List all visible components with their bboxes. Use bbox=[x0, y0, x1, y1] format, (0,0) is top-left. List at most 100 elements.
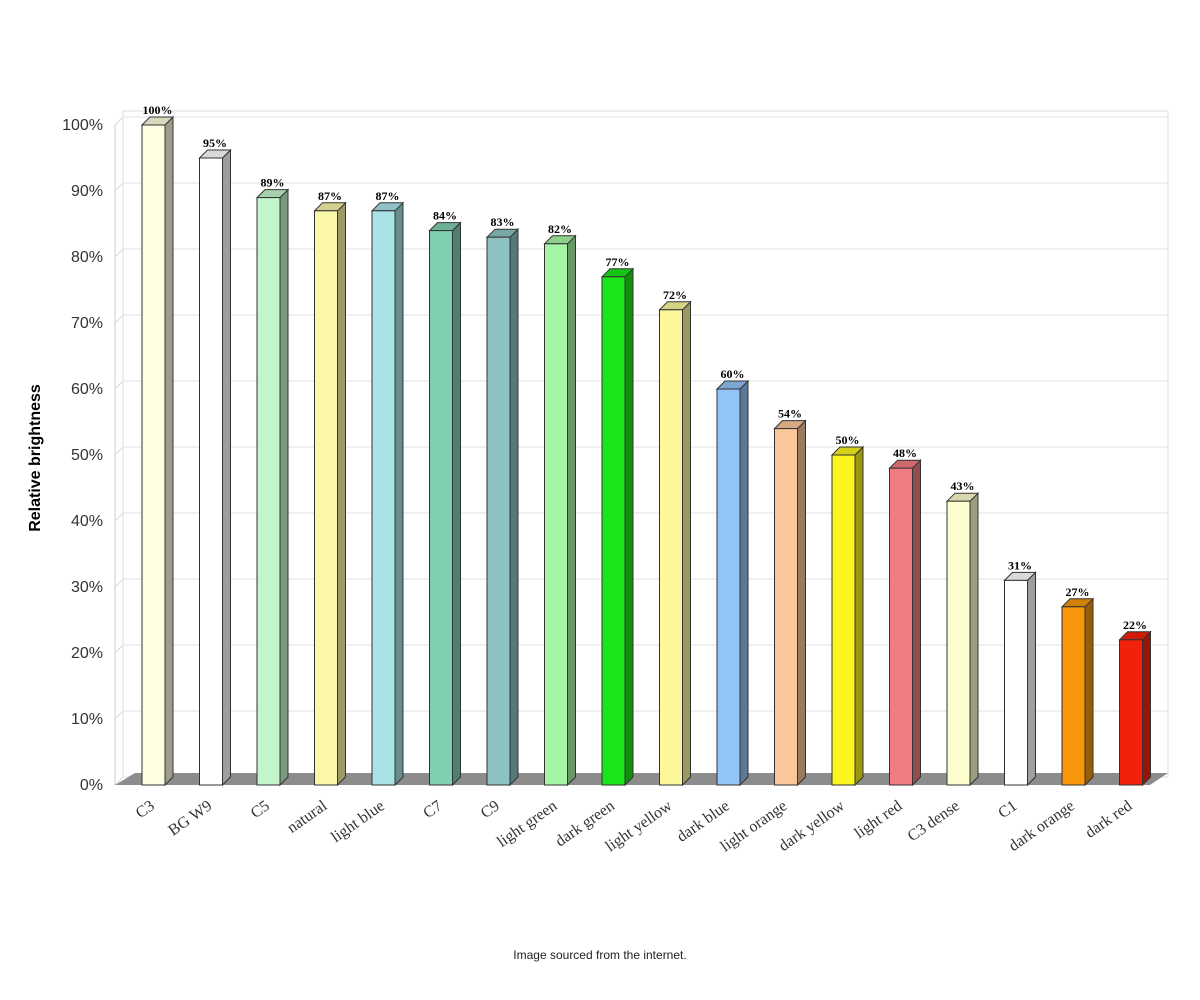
data-label: 27% bbox=[1066, 585, 1090, 599]
data-label: 100% bbox=[143, 103, 173, 117]
gridline-depth bbox=[114, 512, 124, 522]
y-tick-labels: 0% 10% 20% 30% 40% 50% 60% 70% 80% 90% 100% bbox=[62, 117, 103, 794]
bar bbox=[600, 267, 635, 787]
y-tick-label: 80% bbox=[71, 249, 103, 266]
source-note: Image sourced from the internet. bbox=[513, 948, 687, 962]
y-tick-label: 20% bbox=[71, 645, 103, 662]
bar bbox=[1003, 571, 1037, 787]
data-label: 89% bbox=[261, 176, 285, 190]
bar-side bbox=[682, 300, 691, 787]
gridline-depth bbox=[114, 380, 124, 390]
bar-front bbox=[371, 210, 396, 786]
gridline-depth bbox=[114, 314, 124, 324]
gridline-depth bbox=[114, 182, 124, 192]
gridline-depth bbox=[114, 446, 124, 456]
gridline-depth bbox=[114, 578, 124, 588]
bar-front bbox=[946, 500, 971, 786]
y-tick-label: 50% bbox=[71, 447, 103, 464]
data-label: 72% bbox=[663, 288, 687, 302]
data-label: 87% bbox=[318, 189, 342, 203]
data-labels: 100% 95% 89% 87% 87% 84% 83% 82% 77% 72% 60% 54% 50%… bbox=[143, 103, 1148, 632]
bar-side bbox=[912, 458, 921, 787]
data-label: 50% bbox=[836, 433, 860, 447]
data-label: 83% bbox=[491, 215, 515, 229]
x-category-label: C3 dense bbox=[905, 797, 963, 845]
bar-front bbox=[659, 309, 683, 786]
bar-front bbox=[199, 157, 223, 786]
y-tick-label: 60% bbox=[71, 381, 103, 398]
data-label: 60% bbox=[721, 367, 745, 381]
x-category-label: dark orange bbox=[1006, 797, 1078, 854]
bar bbox=[428, 221, 462, 787]
y-tick-label: 40% bbox=[71, 513, 103, 530]
bar-front bbox=[1119, 639, 1143, 786]
bar-side bbox=[854, 445, 864, 787]
x-category-label: dark yellow bbox=[776, 797, 848, 855]
bar bbox=[1060, 597, 1095, 787]
bar bbox=[1118, 630, 1152, 787]
bar-side bbox=[337, 201, 346, 787]
bar-side bbox=[567, 234, 576, 787]
bar-front bbox=[601, 276, 626, 786]
bar bbox=[140, 115, 175, 787]
x-category-label: natural bbox=[284, 797, 331, 837]
data-label: 31% bbox=[1008, 558, 1032, 572]
bar bbox=[313, 201, 347, 787]
bar-front bbox=[141, 124, 166, 786]
x-category-label: light blue bbox=[328, 797, 388, 846]
y-axis-label: Relative brightness bbox=[27, 384, 44, 532]
data-label: 48% bbox=[893, 446, 917, 460]
bar-front bbox=[831, 454, 856, 786]
bar-side bbox=[509, 227, 519, 787]
gridline-depth bbox=[114, 710, 124, 720]
bar-front bbox=[889, 467, 913, 786]
x-category-label: dark red bbox=[1082, 797, 1135, 841]
bar-front bbox=[1061, 606, 1086, 786]
bar-front bbox=[429, 230, 453, 786]
bar-side bbox=[624, 267, 634, 787]
x-category-label: C9 bbox=[478, 797, 503, 822]
x-category-label: light green bbox=[494, 797, 560, 850]
bar-side bbox=[969, 491, 979, 787]
bar bbox=[255, 188, 290, 787]
bar-front bbox=[716, 388, 741, 786]
x-category-label: C1 bbox=[995, 797, 1020, 822]
bar bbox=[945, 491, 980, 787]
data-label: 95% bbox=[203, 136, 227, 150]
data-label: 87% bbox=[376, 189, 400, 203]
y-tick-label: 100% bbox=[62, 117, 103, 134]
data-label: 82% bbox=[548, 222, 572, 236]
gridline-depth bbox=[114, 248, 124, 258]
bar bbox=[773, 419, 807, 787]
x-category-label: C5 bbox=[248, 797, 273, 822]
bar bbox=[888, 458, 922, 787]
bar bbox=[658, 300, 692, 787]
data-label: 77% bbox=[606, 255, 630, 269]
gridline-depth bbox=[114, 644, 124, 654]
bar bbox=[830, 445, 865, 787]
bar-side bbox=[739, 379, 749, 787]
bar-side bbox=[1142, 630, 1151, 787]
bar-front bbox=[314, 210, 338, 786]
bar bbox=[715, 379, 750, 787]
data-label: 84% bbox=[433, 209, 457, 223]
bar-front bbox=[1004, 579, 1028, 786]
bar bbox=[485, 227, 520, 787]
x-category-label: C3 bbox=[133, 797, 158, 822]
x-category-label: BG W9 bbox=[165, 797, 215, 839]
bar-side bbox=[1084, 597, 1094, 787]
y-tick-label: 70% bbox=[71, 315, 103, 332]
bar-front bbox=[256, 197, 281, 786]
bar-side bbox=[279, 188, 289, 787]
x-category-label: light red bbox=[852, 797, 906, 842]
bar-side bbox=[394, 201, 404, 787]
bar-front bbox=[544, 243, 568, 786]
data-label: 43% bbox=[951, 479, 975, 493]
bar-side bbox=[222, 148, 231, 787]
bars bbox=[140, 115, 1152, 787]
bar-side bbox=[797, 419, 806, 787]
bar-front bbox=[774, 428, 798, 786]
y-tick-label: 10% bbox=[71, 711, 103, 728]
y-tick-label: 90% bbox=[71, 183, 103, 200]
